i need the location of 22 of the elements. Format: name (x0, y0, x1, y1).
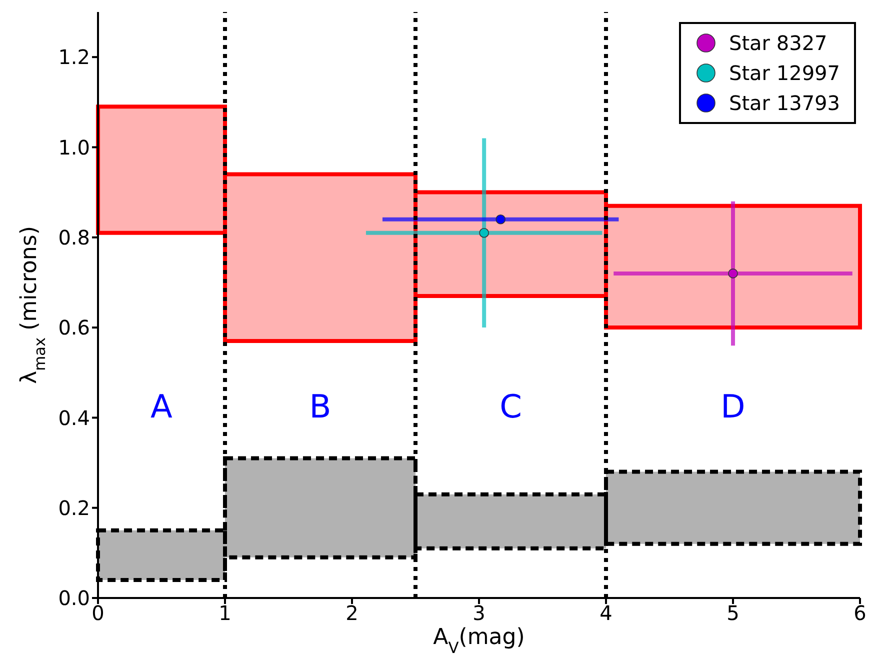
y-tick-label: 0.4 (58, 406, 90, 430)
legend-label: Star 13793 (729, 91, 840, 115)
legend-label: Star 12997 (729, 61, 840, 85)
x-axis-title: A$_{V}$(mag) (433, 625, 525, 657)
annotation: D (720, 388, 746, 426)
legend-label: Star 8327 (729, 31, 828, 55)
x-tick-label: 5 (726, 601, 740, 626)
y-tick-label: 0.8 (58, 225, 90, 250)
x-tick-label: 3 (472, 601, 486, 626)
annotation: A (150, 388, 173, 426)
y-tick-label: 0.2 (58, 496, 90, 520)
x-tick-label: 0 (92, 601, 104, 626)
x-tick-label: 1 (218, 601, 232, 626)
y-tick-label: 0.0 (58, 586, 90, 610)
y-tick-label: 0.6 (58, 316, 90, 340)
annotation: B (309, 388, 332, 426)
y-tick-label: 1.0 (58, 135, 90, 160)
x-tick-label: 2 (346, 601, 358, 626)
y-tick-label: 1.2 (58, 45, 90, 70)
x-tick-label: 4 (600, 601, 612, 626)
annotation: C (500, 388, 522, 426)
x-tick-label: 6 (854, 601, 866, 626)
